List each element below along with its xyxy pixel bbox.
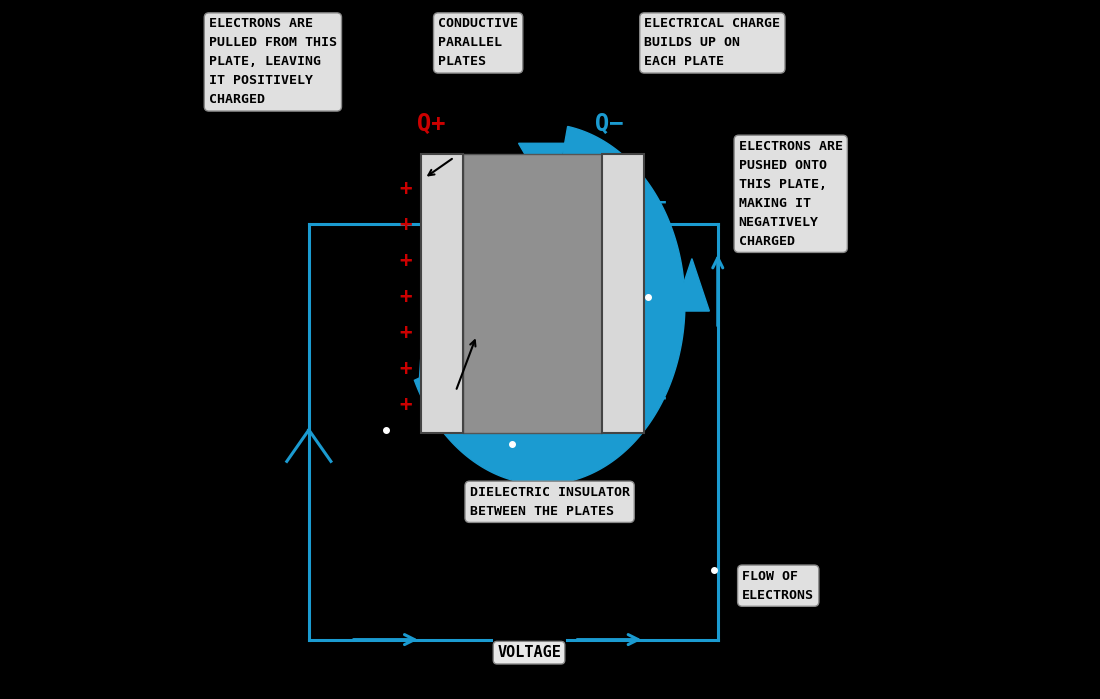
Text: Q−: Q− <box>595 113 624 136</box>
Text: +: + <box>399 179 411 199</box>
Text: DIELECTRIC INSULATOR
BETWEEN THE PLATES: DIELECTRIC INSULATOR BETWEEN THE PLATES <box>470 486 629 518</box>
Text: −: − <box>653 389 667 408</box>
Polygon shape <box>674 259 710 311</box>
Bar <box>420 154 463 433</box>
Text: +: + <box>399 215 411 235</box>
Bar <box>603 154 645 433</box>
Text: −: − <box>653 350 667 369</box>
Text: Q+: Q+ <box>417 113 446 136</box>
Text: CONDUCTIVE
PARALLEL
PLATES: CONDUCTIVE PARALLEL PLATES <box>438 17 518 69</box>
Polygon shape <box>419 334 458 378</box>
Text: −: − <box>653 271 667 291</box>
Text: −: − <box>653 193 667 212</box>
Text: +: + <box>399 323 411 343</box>
Polygon shape <box>518 143 568 185</box>
Text: ELECTRONS ARE
PULLED FROM THIS
PLATE, LEAVING
IT POSITIVELY
CHARGED: ELECTRONS ARE PULLED FROM THIS PLATE, LE… <box>209 17 337 106</box>
Text: FLOW OF
ELECTRONS: FLOW OF ELECTRONS <box>742 570 814 602</box>
Text: +: + <box>399 359 411 380</box>
Text: +: + <box>399 396 411 415</box>
Text: VOLTAGE: VOLTAGE <box>497 645 561 660</box>
Polygon shape <box>415 127 685 484</box>
Text: ELECTRONS ARE
PUSHED ONTO
THIS PLATE,
MAKING IT
NEGATIVELY
CHARGED: ELECTRONS ARE PUSHED ONTO THIS PLATE, MA… <box>739 140 843 248</box>
Text: ELECTRICAL CHARGE
BUILDS UP ON
EACH PLATE: ELECTRICAL CHARGE BUILDS UP ON EACH PLAT… <box>645 17 780 69</box>
Text: +: + <box>399 251 411 271</box>
Text: +: + <box>399 287 411 307</box>
Bar <box>463 154 603 433</box>
Text: −: − <box>653 310 667 330</box>
Text: −: − <box>653 232 667 252</box>
